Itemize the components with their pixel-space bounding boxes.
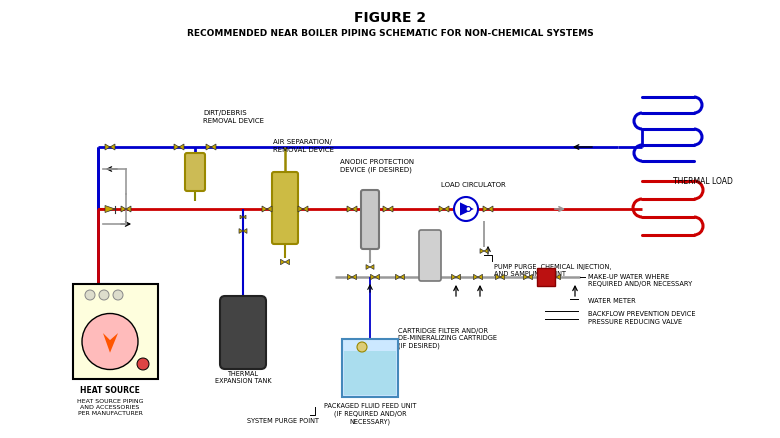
Polygon shape: [528, 275, 533, 280]
Polygon shape: [348, 275, 352, 280]
Polygon shape: [281, 260, 285, 265]
Polygon shape: [174, 145, 179, 151]
Circle shape: [82, 314, 138, 370]
Polygon shape: [488, 207, 493, 212]
Text: CARTRIDGE FILTER AND/OR
DE-MINERALIZING CARTRIDGE
(IF DESIRED): CARTRIDGE FILTER AND/OR DE-MINERALIZING …: [398, 327, 497, 349]
Polygon shape: [126, 207, 131, 212]
Polygon shape: [267, 207, 272, 212]
Polygon shape: [366, 265, 370, 270]
Polygon shape: [473, 275, 478, 280]
Polygon shape: [243, 229, 247, 234]
Bar: [342, 339, 398, 397]
Polygon shape: [298, 207, 303, 212]
Polygon shape: [444, 207, 449, 212]
Text: SYSTEM PURGE POINT: SYSTEM PURGE POINT: [247, 417, 319, 423]
Bar: [344, 351, 396, 395]
Polygon shape: [484, 249, 488, 254]
Polygon shape: [383, 207, 388, 212]
Circle shape: [466, 207, 471, 212]
Text: THERMAL
EXPANSION TANK: THERMAL EXPANSION TANK: [215, 370, 271, 384]
Polygon shape: [483, 207, 488, 212]
Circle shape: [454, 198, 478, 222]
Circle shape: [113, 290, 123, 300]
Polygon shape: [456, 275, 460, 280]
Polygon shape: [523, 275, 528, 280]
Polygon shape: [439, 207, 444, 212]
Text: WATER METER: WATER METER: [588, 297, 636, 303]
Circle shape: [85, 290, 95, 300]
Bar: [537, 268, 555, 286]
Text: HEAT SOURCE: HEAT SOURCE: [80, 385, 140, 394]
Polygon shape: [121, 207, 126, 212]
Text: AIR SEPARATION/
REMOVAL DEVICE: AIR SEPARATION/ REMOVAL DEVICE: [273, 139, 334, 153]
Polygon shape: [495, 275, 500, 280]
FancyBboxPatch shape: [272, 173, 298, 244]
Polygon shape: [262, 207, 267, 212]
Polygon shape: [551, 275, 556, 280]
Polygon shape: [243, 215, 246, 219]
Polygon shape: [478, 275, 483, 280]
Text: BACKFLOW PREVENTION DEVICE: BACKFLOW PREVENTION DEVICE: [588, 310, 696, 316]
Polygon shape: [395, 275, 400, 280]
Polygon shape: [480, 249, 484, 254]
Polygon shape: [179, 145, 184, 151]
Polygon shape: [388, 207, 393, 212]
Text: THERMAL LOAD: THERMAL LOAD: [673, 177, 733, 186]
Polygon shape: [352, 275, 356, 280]
Circle shape: [99, 290, 109, 300]
Polygon shape: [103, 333, 118, 353]
Text: PACKAGED FLUID FEED UNIT
(IF REQUIRED AND/OR
NECESSARY): PACKAGED FLUID FEED UNIT (IF REQUIRED AN…: [324, 402, 417, 424]
Text: LOAD CIRCULATOR: LOAD CIRCULATOR: [441, 182, 505, 187]
Polygon shape: [105, 145, 110, 151]
Polygon shape: [347, 207, 352, 212]
FancyBboxPatch shape: [185, 154, 205, 191]
Text: HEAT SOURCE PIPING
AND ACCESSORIES
PER MANUFACTURER: HEAT SOURCE PIPING AND ACCESSORIES PER M…: [76, 398, 144, 416]
Polygon shape: [206, 145, 211, 151]
Polygon shape: [370, 265, 374, 270]
Polygon shape: [352, 207, 357, 212]
Polygon shape: [452, 275, 456, 280]
Polygon shape: [239, 229, 243, 234]
Polygon shape: [285, 260, 289, 265]
Polygon shape: [370, 275, 375, 280]
FancyBboxPatch shape: [361, 191, 379, 249]
Polygon shape: [105, 206, 115, 213]
Text: ANODIC PROTECTION
DEVICE (IF DESIRED): ANODIC PROTECTION DEVICE (IF DESIRED): [340, 159, 414, 173]
Text: PUMP PURGE, CHEMICAL INJECTION,
AND SAMPLING POINT: PUMP PURGE, CHEMICAL INJECTION, AND SAMP…: [494, 263, 612, 277]
Circle shape: [357, 342, 367, 352]
Polygon shape: [500, 275, 505, 280]
Polygon shape: [460, 203, 473, 216]
Text: FIGURE 2: FIGURE 2: [354, 11, 426, 25]
Text: MAKE-UP WATER WHERE
REQUIRED AND/OR NECESSARY: MAKE-UP WATER WHERE REQUIRED AND/OR NECE…: [588, 273, 692, 287]
Bar: [73, 284, 158, 379]
Polygon shape: [211, 145, 216, 151]
Polygon shape: [556, 275, 561, 280]
Text: PRESSURE REDUCING VALVE: PRESSURE REDUCING VALVE: [588, 318, 682, 324]
Polygon shape: [240, 215, 243, 219]
Text: DIRT/DEBRIS
REMOVAL DEVICE: DIRT/DEBRIS REMOVAL DEVICE: [203, 110, 264, 124]
Polygon shape: [303, 207, 308, 212]
Circle shape: [137, 358, 149, 370]
FancyBboxPatch shape: [419, 230, 441, 281]
Text: RECOMMENDED NEAR BOILER PIPING SCHEMATIC FOR NON-CHEMICAL SYSTEMS: RECOMMENDED NEAR BOILER PIPING SCHEMATIC…: [186, 29, 594, 39]
Polygon shape: [375, 275, 380, 280]
Polygon shape: [400, 275, 405, 280]
FancyBboxPatch shape: [220, 297, 266, 369]
Polygon shape: [110, 145, 115, 151]
